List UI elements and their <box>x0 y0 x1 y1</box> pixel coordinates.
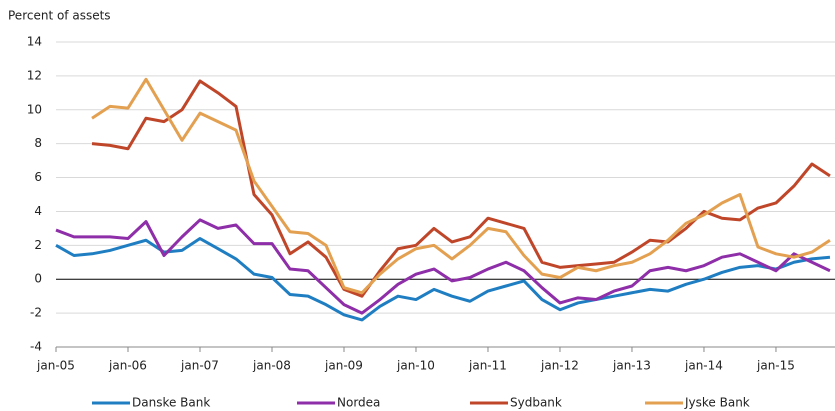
y-tick-label: 12 <box>27 68 42 82</box>
y-tick-label: 8 <box>34 136 42 150</box>
legend-label: Nordea <box>337 396 380 410</box>
y-tick-label: -4 <box>30 340 42 354</box>
line-series <box>55 237 831 322</box>
y-tick-label: -2 <box>30 306 42 320</box>
x-tick-label: jan-11 <box>468 359 507 373</box>
x-tick-label: jan-15 <box>756 359 795 373</box>
x-tick-label: jan-13 <box>612 359 651 373</box>
y-tick-label: 2 <box>34 238 42 252</box>
x-tick-label: jan-06 <box>108 359 147 373</box>
y-tick-label: 10 <box>27 102 42 116</box>
line-series <box>55 218 831 315</box>
y-tick-label: 4 <box>34 204 42 218</box>
y-tick-label: 0 <box>34 272 42 286</box>
legend-label: Danske Bank <box>132 396 210 410</box>
legend-label: Sydbank <box>510 396 562 410</box>
x-tick-label: jan-05 <box>36 359 75 373</box>
x-tick-label: jan-07 <box>180 359 219 373</box>
x-tick-label: jan-10 <box>396 359 435 373</box>
y-axis-label: Percent of assets <box>8 9 111 23</box>
y-tick-label: 6 <box>34 170 42 184</box>
y-tick-label: 14 <box>27 35 42 49</box>
legend-label: Jyske Bank <box>684 396 750 410</box>
x-tick-label: jan-09 <box>324 359 363 373</box>
x-tick-label: jan-08 <box>252 359 291 373</box>
x-tick-label: jan-14 <box>684 359 723 373</box>
line-series <box>91 77 831 295</box>
x-tick-label: jan-12 <box>540 359 579 373</box>
